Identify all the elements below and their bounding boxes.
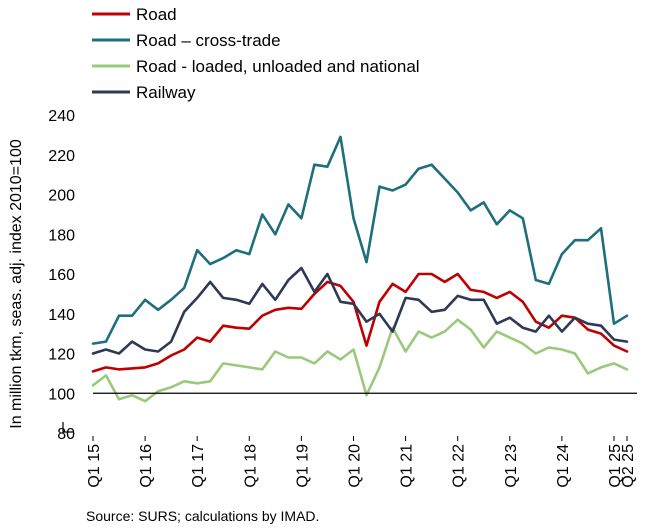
x-tick-label: Q1 22	[451, 444, 468, 488]
x-tick-label: Q1 25	[607, 444, 624, 488]
y-tick-label: 140	[48, 307, 75, 324]
y-tick-label: 100	[48, 386, 75, 403]
x-tick-label: Q1 16	[138, 444, 155, 488]
y-tick-label: 220	[48, 148, 75, 165]
legend-label-3: Railway	[136, 83, 196, 102]
x-tick-label: Q1 18	[242, 444, 259, 488]
x-tick-label: Q1 23	[503, 444, 520, 488]
x-tick-label: Q1 17	[190, 444, 207, 488]
y-tick-label: 200	[48, 188, 75, 205]
y-tick-label: 160	[48, 267, 75, 284]
x-tick-label: Q1 19	[294, 444, 311, 488]
x-tick-label: Q1 15	[86, 444, 103, 488]
series-line-2	[91, 318, 629, 403]
y-tick-label: 180	[48, 227, 75, 244]
legend-label-0: Road	[136, 5, 177, 24]
y-axis-title: In million tkm, seas. adj. index 2010=10…	[8, 139, 25, 429]
series-line-0	[91, 272, 629, 373]
x-tick-label: Q1 24	[555, 444, 572, 488]
source-note: Source: SURS; calculations by IMAD.	[86, 508, 319, 524]
legend-label-2: Road - loaded, unloaded and national	[136, 57, 420, 76]
x-tick-label: Q1 20	[346, 444, 363, 488]
y-tick-label: 120	[48, 347, 75, 364]
axis-break-mark	[62, 422, 73, 433]
x-tick-label: Q2 25	[620, 444, 637, 488]
series-line-3	[91, 266, 629, 355]
y-tick-label: 240	[48, 108, 75, 125]
legend-label-1: Road – cross-trade	[136, 31, 281, 50]
x-tick-label: Q1 21	[399, 444, 416, 488]
series-line-1	[91, 135, 629, 345]
y-tick-label: 80	[57, 426, 75, 443]
